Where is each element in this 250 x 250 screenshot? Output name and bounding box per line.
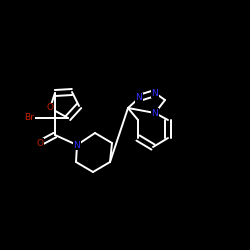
Text: N: N bbox=[136, 94, 142, 102]
Text: O: O bbox=[46, 104, 54, 112]
Text: O: O bbox=[36, 138, 44, 147]
Text: N: N bbox=[74, 140, 80, 149]
Text: Br: Br bbox=[24, 114, 34, 122]
Text: N: N bbox=[152, 88, 158, 98]
Text: N: N bbox=[152, 108, 158, 118]
